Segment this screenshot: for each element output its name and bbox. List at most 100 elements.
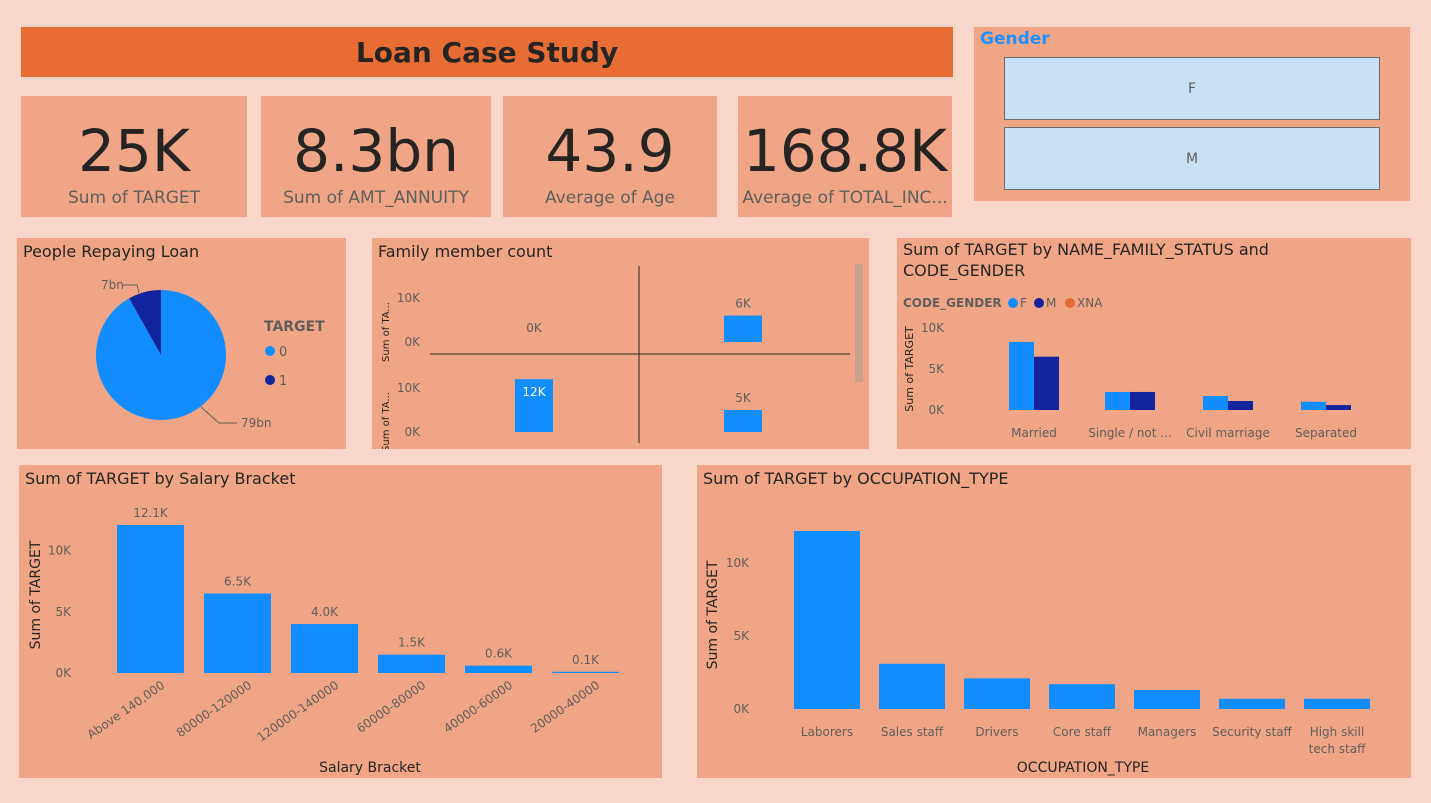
- pie-slice-1: [129, 290, 161, 355]
- salary-bracket-chart: Sum of TARGET 10K 5K 0K 12.1K Above 140,000 6.…: [28, 506, 619, 776]
- status-legend-label-2: XNA: [1077, 296, 1103, 310]
- salary-data-label-0: 12.1K: [133, 506, 169, 520]
- salary-tick-2: 0K: [55, 666, 72, 680]
- occupation-category-label-4-0: Managers: [1138, 725, 1197, 739]
- pie-legend-title: TARGET: [264, 319, 325, 335]
- occupation-category-label-2-0: Drivers: [975, 725, 1018, 739]
- occupation-tick-0: 10K: [726, 556, 750, 570]
- occupation-visual[interactable]: Sum of TARGET by OCCUPATION_TYPE Sum of …: [697, 465, 1411, 778]
- chart-title: Family member count: [378, 242, 553, 261]
- chart-title: Sum of TARGET by Salary Bracket: [25, 469, 296, 488]
- gender-option-m[interactable]: M: [1004, 127, 1380, 190]
- repaying-pie-chart: 79bn 7bn TARGET 0 1: [95, 278, 325, 430]
- dashboard-title-bar: Loan Case Study: [21, 27, 953, 77]
- family-data-label-1: 6K: [735, 297, 752, 311]
- family-tick-10k-1: 10K: [397, 381, 421, 395]
- family-y-axis-label-1: Sum of TA...: [381, 392, 392, 449]
- status-category-label-1: Single / not ...: [1088, 426, 1171, 440]
- kpi-card-income[interactable]: 168.8K Average of TOTAL_INC...: [738, 96, 952, 217]
- gender-slicer: Gender F M: [974, 27, 1410, 201]
- status-bar-3-1: [1326, 405, 1351, 410]
- status-bar-2-0: [1203, 396, 1228, 410]
- pie-data-label-1: 7bn: [101, 278, 124, 292]
- family-tick-0k-0: 0K: [404, 335, 421, 349]
- kpi-value: 43.9: [545, 117, 675, 185]
- salary-tick-1: 5K: [55, 605, 72, 619]
- kpi-label: Average of Age: [545, 188, 675, 208]
- pie-label-leader-1: [123, 284, 140, 294]
- status-category-label-0: Married: [1011, 426, 1057, 440]
- kpi-card-annuity[interactable]: 8.3bn Sum of AMT_ANNUITY: [261, 96, 491, 217]
- occupation-category-label-1-0: Sales staff: [881, 725, 944, 739]
- pie-data-label-0: 79bn: [241, 416, 272, 430]
- status-bar-3-0: [1301, 401, 1326, 410]
- family-data-label-3: 5K: [735, 391, 752, 405]
- family-bar-1: [724, 315, 762, 342]
- occupation-category-label-0-0: Laborers: [801, 725, 853, 739]
- occupation-bar-5: [1219, 698, 1285, 709]
- status-bar-1-1: [1130, 391, 1155, 410]
- status-category-label-3: Separated: [1295, 426, 1357, 440]
- occupation-category-label-3-0: Core staff: [1053, 725, 1112, 739]
- chart-title: Sum of TARGET by OCCUPATION_TYPE: [703, 469, 1009, 488]
- salary-data-label-1: 6.5K: [224, 574, 252, 588]
- kpi-label: Average of TOTAL_INC...: [742, 188, 948, 208]
- salary-bar-2: [291, 624, 358, 673]
- occupation-bar-2: [964, 678, 1030, 709]
- status-title-line-0: Sum of TARGET by NAME_FAMILY_STATUS and: [903, 240, 1269, 260]
- repaying-pie-visual[interactable]: People Repaying Loan 79bn 7bn TARGET 0 1: [17, 238, 346, 449]
- kpi-value: 8.3bn: [293, 117, 459, 185]
- family-y-axis-label-0: Sum of TA...: [381, 302, 392, 362]
- occupation-category-label-6-1: tech staff: [1309, 742, 1366, 756]
- occupation-x-axis-label: OCCUPATION_TYPE: [1017, 760, 1149, 776]
- status-legend-title: CODE_GENDER: [903, 296, 1002, 311]
- family-count-visual[interactable]: Family member count Sum of TA... 10K 0K Sum…: [372, 238, 869, 449]
- salary-tick-0: 10K: [48, 544, 72, 558]
- gender-option-f[interactable]: F: [1004, 57, 1380, 120]
- occupation-y-axis-label: Sum of TARGET: [705, 560, 721, 669]
- status-legend-marker-1: [1034, 298, 1044, 308]
- family-status-chart: Sum of TARGET by NAME_FAMILY_STATUS and C…: [903, 240, 1357, 440]
- family-scrollbar: [855, 264, 863, 382]
- status-legend-marker-2: [1065, 298, 1075, 308]
- family-data-label-2: 12K: [522, 385, 546, 399]
- kpi-label: Sum of TARGET: [67, 188, 201, 208]
- family-tick-0k-1: 0K: [404, 425, 421, 439]
- family-status-visual[interactable]: Sum of TARGET by NAME_FAMILY_STATUS and C…: [897, 238, 1411, 449]
- kpi-card-target[interactable]: 25K Sum of TARGET: [21, 96, 247, 217]
- occupation-chart: Sum of TARGET 10K 5K 0K Laborers Sales staff D…: [705, 531, 1370, 776]
- pie-legend-marker-0: [265, 346, 275, 356]
- pie-legend-label-0: 0: [279, 345, 287, 360]
- salary-category-label-4: 40000-60000: [441, 678, 515, 736]
- status-legend-marker-0: [1008, 298, 1018, 308]
- chart-title: People Repaying Loan: [23, 242, 200, 261]
- status-bar-0-0: [1009, 341, 1034, 410]
- salary-data-label-2: 4.0K: [311, 605, 339, 619]
- status-bar-0-1: [1034, 356, 1059, 410]
- gender-slicer-title: Gender: [980, 29, 1050, 49]
- status-tick-0: 10K: [921, 321, 945, 335]
- family-count-chart: Sum of TA... 10K 0K Sum of TA... 10K 0K 0K 6K 12…: [381, 264, 863, 449]
- status-bar-1-0: [1105, 391, 1130, 410]
- kpi-value: 168.8K: [742, 117, 948, 185]
- status-category-label-2: Civil marriage: [1186, 426, 1270, 440]
- salary-bar-0: [117, 525, 184, 673]
- kpi-label: Sum of AMT_ANNUITY: [283, 188, 469, 208]
- status-y-axis-label: Sum of TARGET: [903, 326, 916, 412]
- status-bar-2-1: [1228, 400, 1253, 410]
- family-data-label-0: 0K: [526, 321, 543, 335]
- salary-category-label-0: Above 140,000: [85, 678, 168, 742]
- salary-bar-5: [552, 671, 619, 673]
- occupation-bar-1: [879, 663, 945, 709]
- occupation-category-label-6-0: High skill: [1310, 725, 1365, 739]
- occupation-tick-1: 5K: [733, 629, 750, 643]
- status-tick-1: 5K: [928, 362, 945, 376]
- kpi-card-age[interactable]: 43.9 Average of Age: [503, 96, 717, 217]
- pie-legend-label-1: 1: [279, 374, 287, 389]
- salary-data-label-4: 0.6K: [485, 647, 513, 661]
- occupation-bar-0: [794, 531, 860, 709]
- salary-category-label-1: 80000-120000: [174, 678, 254, 740]
- family-bar-2: [515, 379, 553, 432]
- salary-bracket-visual[interactable]: Sum of TARGET by Salary Bracket Sum of T…: [19, 465, 662, 778]
- salary-category-label-3: 60000-80000: [354, 678, 428, 736]
